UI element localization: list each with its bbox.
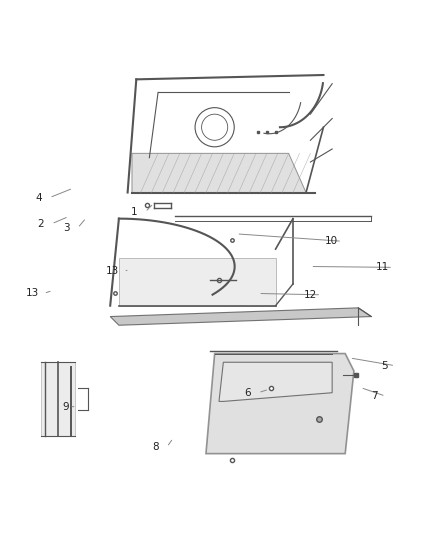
Text: 13: 13 bbox=[106, 266, 119, 276]
Polygon shape bbox=[132, 154, 306, 192]
Text: 2: 2 bbox=[37, 219, 44, 229]
Polygon shape bbox=[219, 362, 332, 401]
Text: 4: 4 bbox=[35, 193, 42, 203]
Polygon shape bbox=[41, 362, 75, 436]
Text: 13: 13 bbox=[26, 288, 39, 298]
Text: 1: 1 bbox=[131, 207, 138, 217]
Text: 3: 3 bbox=[64, 223, 70, 233]
Text: 8: 8 bbox=[152, 442, 159, 452]
Polygon shape bbox=[110, 308, 371, 325]
Text: 7: 7 bbox=[371, 391, 378, 401]
Polygon shape bbox=[206, 353, 354, 454]
Text: 11: 11 bbox=[375, 262, 389, 272]
Text: 5: 5 bbox=[381, 361, 388, 371]
Polygon shape bbox=[119, 258, 276, 305]
Text: 9: 9 bbox=[63, 402, 69, 411]
Text: 10: 10 bbox=[325, 236, 338, 246]
Text: 12: 12 bbox=[304, 290, 317, 300]
Text: 6: 6 bbox=[244, 387, 251, 398]
